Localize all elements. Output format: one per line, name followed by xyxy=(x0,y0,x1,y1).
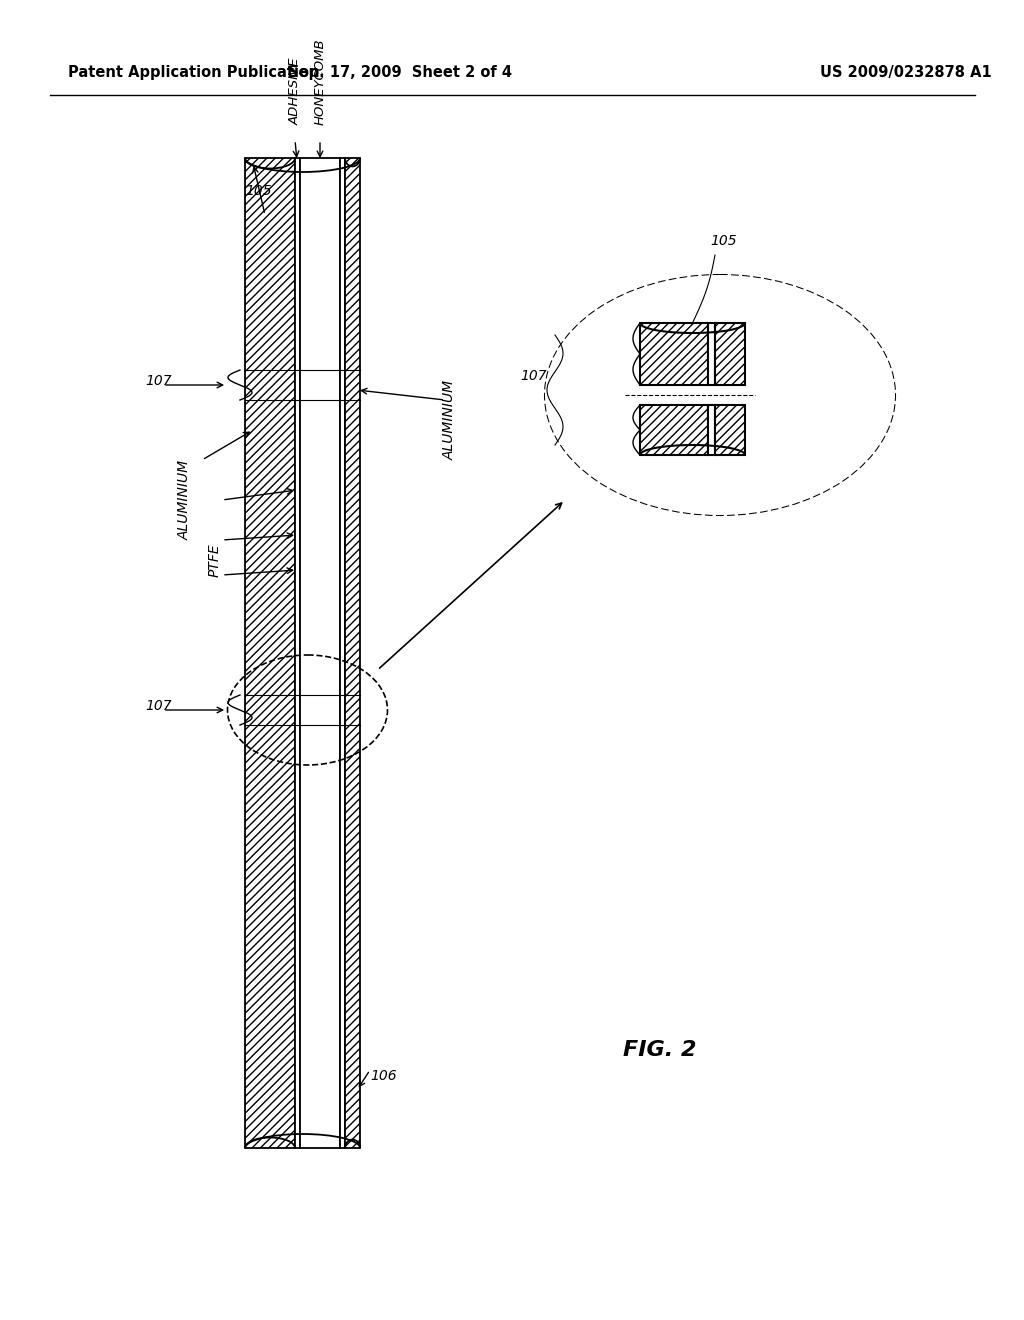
Text: ALUMINIUM: ALUMINIUM xyxy=(443,380,457,461)
Bar xyxy=(715,405,745,455)
Text: 105: 105 xyxy=(245,183,271,198)
Bar xyxy=(245,158,360,1148)
Bar xyxy=(715,323,745,385)
Bar xyxy=(245,158,295,1148)
Text: 107: 107 xyxy=(145,374,172,388)
Text: FIG. 2: FIG. 2 xyxy=(624,1040,696,1060)
Bar xyxy=(708,323,715,385)
Text: PTFE: PTFE xyxy=(208,544,222,577)
Bar xyxy=(640,323,708,385)
Ellipse shape xyxy=(545,275,895,515)
Text: 107: 107 xyxy=(145,700,172,713)
Text: US 2009/0232878 A1: US 2009/0232878 A1 xyxy=(820,65,992,79)
Text: Patent Application Publication: Patent Application Publication xyxy=(68,65,319,79)
Bar xyxy=(640,323,708,385)
Text: 107: 107 xyxy=(520,370,547,383)
Text: ALUMINIUM: ALUMINIUM xyxy=(178,459,193,540)
Bar xyxy=(340,158,345,1148)
Bar xyxy=(245,158,295,1148)
Bar xyxy=(300,158,340,1148)
Bar xyxy=(345,158,360,1148)
Text: Sep. 17, 2009  Sheet 2 of 4: Sep. 17, 2009 Sheet 2 of 4 xyxy=(288,65,512,79)
Bar xyxy=(715,405,745,455)
Bar xyxy=(640,405,708,455)
Bar xyxy=(708,405,715,455)
Text: 105: 105 xyxy=(710,234,736,248)
Bar xyxy=(345,158,360,1148)
Bar xyxy=(295,158,300,1148)
Text: HONEYCOMB: HONEYCOMB xyxy=(313,38,327,125)
Text: 106: 106 xyxy=(370,1069,396,1082)
Text: ADHESIVE: ADHESIVE xyxy=(289,58,301,125)
Bar xyxy=(715,323,745,385)
Bar xyxy=(640,405,708,455)
